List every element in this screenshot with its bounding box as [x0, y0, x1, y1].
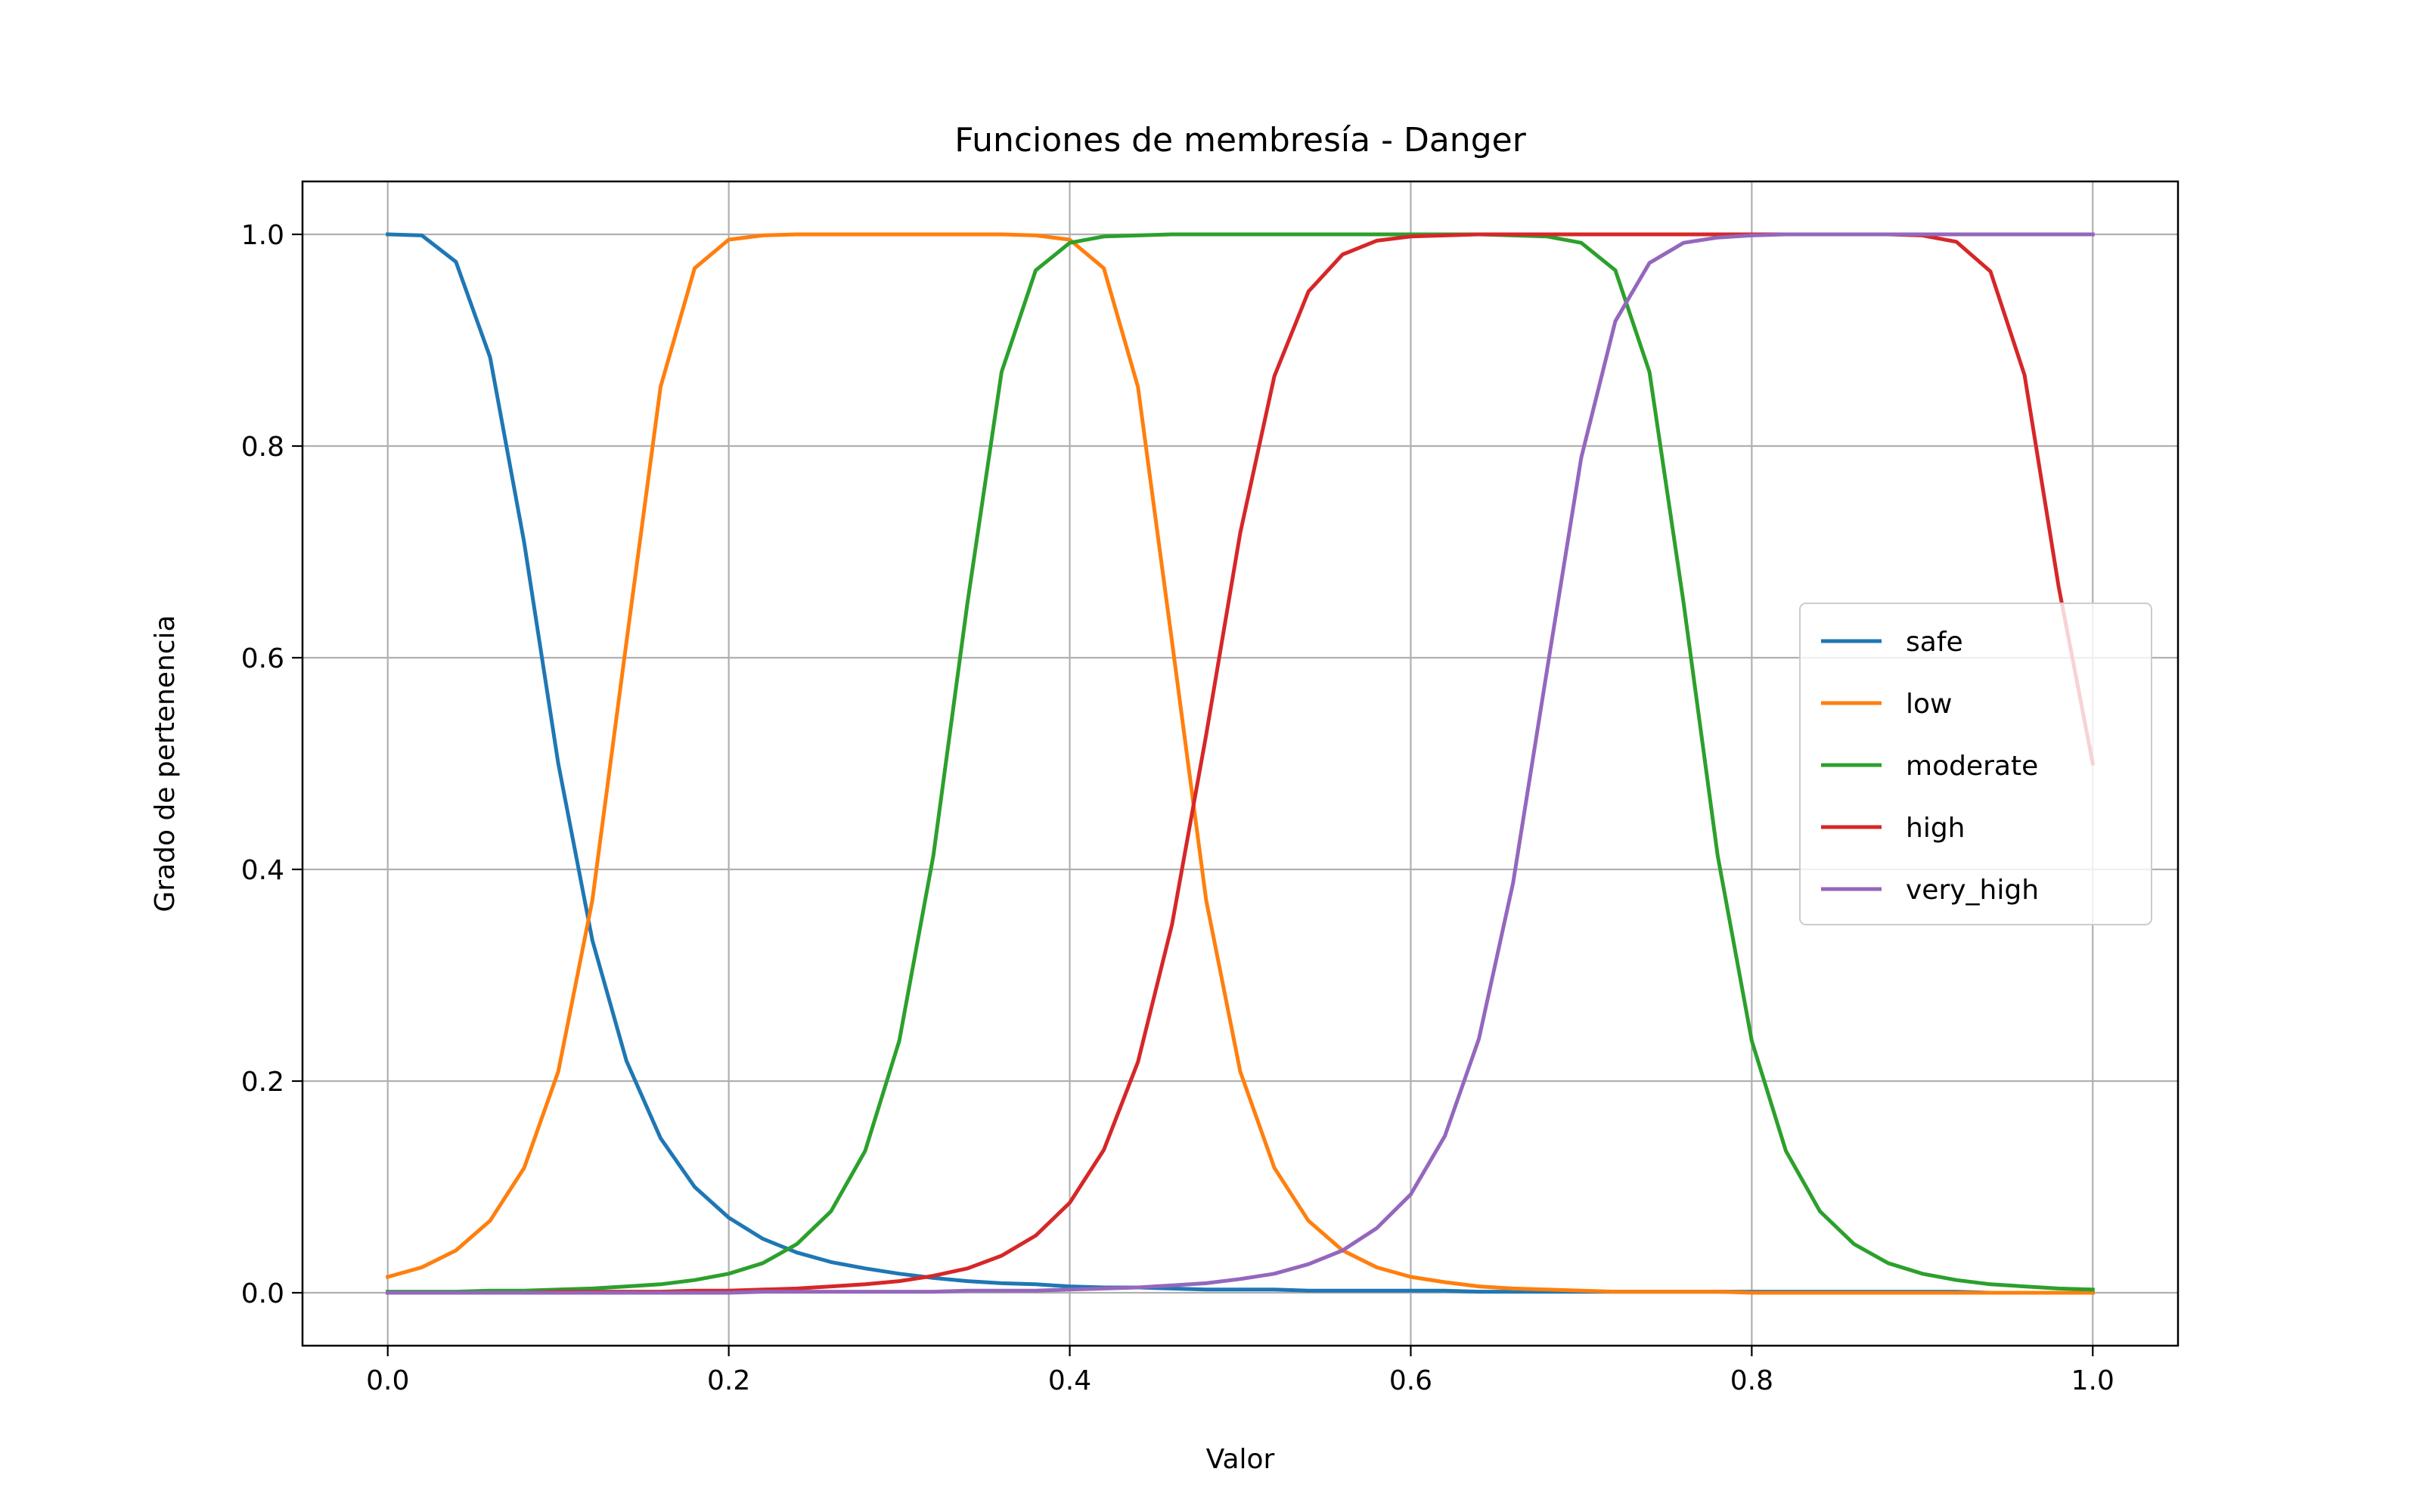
x-tick-label: 0.4: [1048, 1365, 1091, 1396]
plot-frame: [301, 180, 2180, 1347]
y-tick-label: 0.4: [241, 855, 284, 886]
legend-label: very_high: [1906, 875, 2039, 906]
y-axis-label: Grado de pertenencia: [150, 615, 181, 912]
y-tick-label: 0.2: [241, 1067, 284, 1098]
series-line-moderate: [386, 232, 2095, 1294]
legend-label: safe: [1906, 627, 1963, 658]
series-lines: [385, 232, 2096, 1295]
x-tick-label: 0.8: [1730, 1365, 1773, 1396]
legend-label: moderate: [1906, 751, 2038, 782]
x-tick-label: 1.0: [2071, 1365, 2114, 1396]
y-tick-label: 1.0: [241, 220, 284, 251]
legend-label: low: [1906, 689, 1952, 720]
legend-items: safe low moderate high very_high: [1821, 627, 2039, 906]
x-tick-label: 0.2: [707, 1365, 750, 1396]
legend-frame: [1799, 603, 2152, 925]
y-axis-ticks: 0.0 0.2 0.4 0.6 0.8 1.0: [241, 220, 302, 1309]
legend-label: high: [1906, 813, 1965, 844]
y-tick-label: 0.6: [241, 643, 284, 674]
y-tick-label: 0.0: [241, 1278, 284, 1309]
series-line-low: [385, 232, 2095, 1295]
chart-title: Funciones de membresía - Danger: [954, 121, 1526, 160]
x-tick-label: 0.0: [366, 1365, 409, 1396]
x-axis-label: Valor: [1206, 1444, 1275, 1475]
legend: safe low moderate high very_high: [1799, 603, 2152, 925]
series-line-very-high: [386, 232, 2095, 1295]
x-tick-label: 0.6: [1389, 1365, 1432, 1396]
x-axis-ticks: 0.0 0.2 0.4 0.6 0.8 1.0: [366, 1346, 2114, 1396]
y-tick-label: 0.8: [241, 432, 284, 463]
